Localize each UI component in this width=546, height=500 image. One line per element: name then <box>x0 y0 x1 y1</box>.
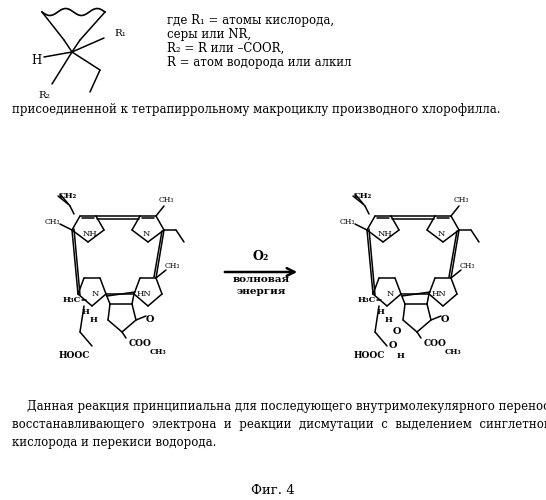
Text: HOOC: HOOC <box>58 352 90 360</box>
Text: Фиг. 4: Фиг. 4 <box>251 484 295 497</box>
Text: HOOC: HOOC <box>353 352 385 360</box>
Text: кислорода и перекиси водорода.: кислорода и перекиси водорода. <box>12 436 216 449</box>
Text: COO: COO <box>424 340 447 348</box>
Text: N: N <box>387 290 394 298</box>
Text: O: O <box>389 342 397 350</box>
Text: серы или NR,: серы или NR, <box>167 28 251 41</box>
Text: CH₃: CH₃ <box>150 348 167 356</box>
Text: O: O <box>146 316 154 324</box>
Text: O: O <box>393 328 401 336</box>
Text: HN: HN <box>136 290 151 298</box>
Text: H: H <box>377 308 385 316</box>
Text: CH₃: CH₃ <box>459 262 474 270</box>
Text: CH₃: CH₃ <box>164 262 180 270</box>
Text: H: H <box>31 54 41 66</box>
Text: H: H <box>385 316 393 324</box>
Text: CH₃: CH₃ <box>339 218 355 226</box>
Text: CH₃: CH₃ <box>158 196 174 204</box>
Text: H₃C: H₃C <box>63 296 81 304</box>
Text: энергия: энергия <box>236 288 286 296</box>
Text: R = атом водорода или алкил: R = атом водорода или алкил <box>167 56 352 69</box>
Text: R₁: R₁ <box>114 30 126 38</box>
Text: COO: COO <box>128 340 151 348</box>
Text: R₂ = R или –COOR,: R₂ = R или –COOR, <box>167 42 284 55</box>
Text: CH₃: CH₃ <box>444 348 461 356</box>
Text: NH: NH <box>82 230 97 238</box>
Text: O₂: O₂ <box>253 250 269 262</box>
Text: H: H <box>397 352 405 360</box>
Text: где R₁ = атомы кислорода,: где R₁ = атомы кислорода, <box>167 14 334 27</box>
Text: CH₂: CH₂ <box>59 192 77 200</box>
Text: CH₃: CH₃ <box>44 218 60 226</box>
Text: N: N <box>437 230 444 238</box>
Text: NH: NH <box>378 230 393 238</box>
Text: Данная реакция принципиальна для последующего внутримолекулярного переноса: Данная реакция принципиальна для последу… <box>12 400 546 413</box>
Text: O: O <box>441 316 449 324</box>
Text: CH₂: CH₂ <box>354 192 372 200</box>
Text: CH₃: CH₃ <box>453 196 468 204</box>
Text: HN: HN <box>432 290 447 298</box>
Text: H₃C: H₃C <box>358 296 376 304</box>
Text: N: N <box>143 230 150 238</box>
Text: восстанавливающего  электрона  и  реакции  дисмутации  с  выделением  синглетног: восстанавливающего электрона и реакции д… <box>12 418 546 431</box>
Text: N: N <box>91 290 99 298</box>
Text: R₂: R₂ <box>38 92 50 100</box>
Text: H: H <box>90 316 98 324</box>
Text: H: H <box>82 308 90 316</box>
Text: присоединенной к тетрапиррольному макроциклу производного хлорофилла.: присоединенной к тетрапиррольному макроц… <box>12 103 501 116</box>
Text: волновая: волновая <box>233 276 289 284</box>
